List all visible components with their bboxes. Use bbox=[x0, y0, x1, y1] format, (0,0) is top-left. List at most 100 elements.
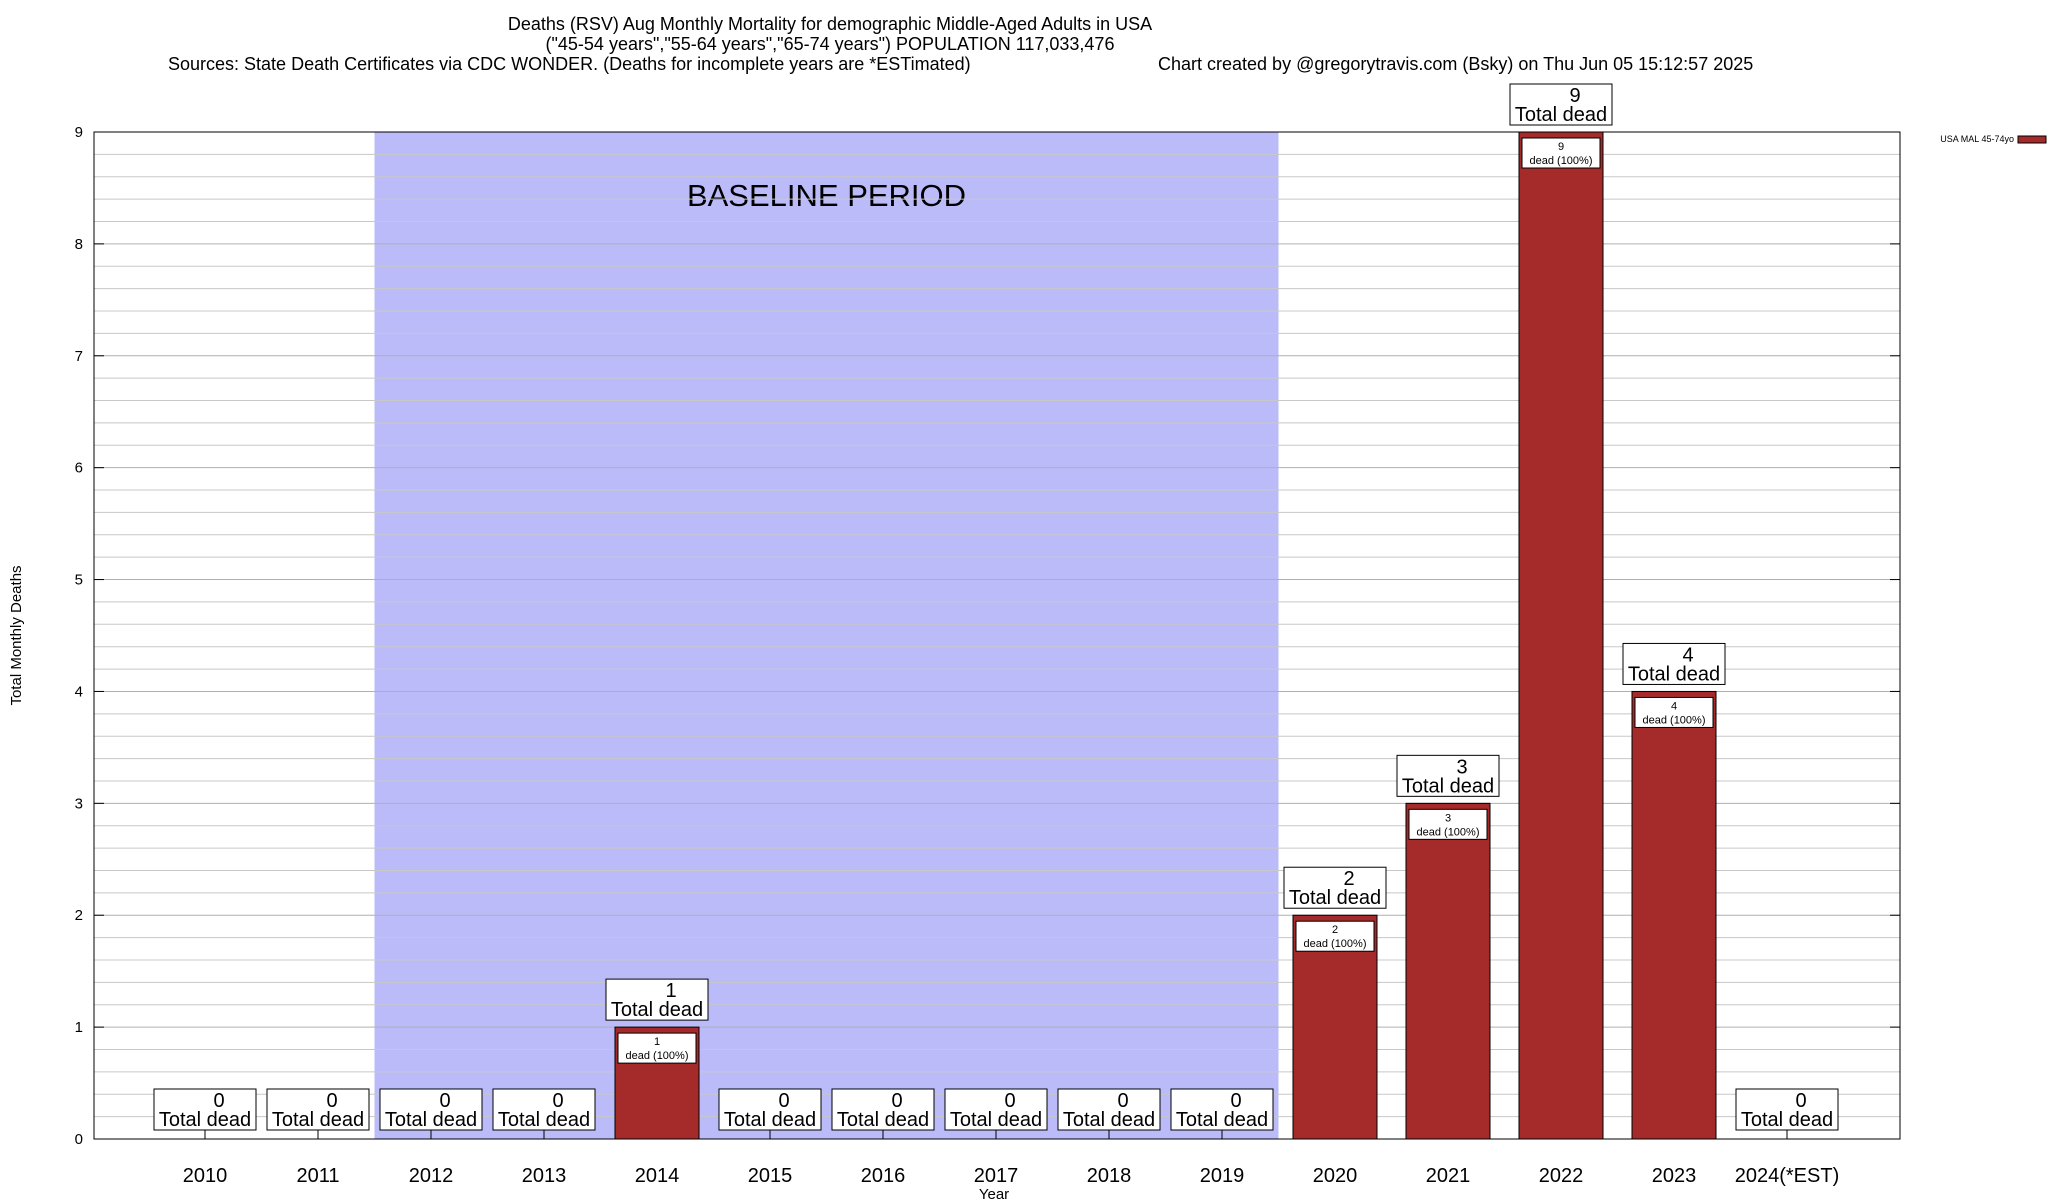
baseline-period-label: BASELINE PERIOD bbox=[687, 178, 966, 213]
bar-inner-value: 9 bbox=[1558, 141, 1564, 153]
bar-inner-label: dead (100%) bbox=[1417, 826, 1480, 838]
y-tick-label: 3 bbox=[75, 795, 83, 812]
bar bbox=[1518, 131, 1604, 1140]
total-label-box bbox=[605, 978, 709, 1021]
total-label-box bbox=[1509, 83, 1613, 126]
total-label-text: Total dead bbox=[385, 1109, 477, 1131]
total-label-box bbox=[1735, 1088, 1839, 1131]
bar-inner-label: dead (100%) bbox=[1643, 714, 1706, 726]
bar bbox=[1405, 802, 1491, 1140]
total-label-value: 0 bbox=[1117, 1090, 1128, 1112]
total-label-value: 0 bbox=[552, 1090, 563, 1112]
plot-frame bbox=[93, 131, 1901, 1140]
bar-inner-label-box bbox=[617, 1032, 697, 1064]
total-label-text: Total dead bbox=[159, 1109, 251, 1131]
bar-inner-value: 2 bbox=[1332, 924, 1338, 936]
x-tick-label: 2012 bbox=[409, 1165, 454, 1187]
x-tick-label: 2017 bbox=[974, 1165, 1019, 1187]
x-axis-label: Year bbox=[979, 1186, 1009, 1200]
baseline-period-region bbox=[374, 132, 1279, 1139]
x-tick-label: 2014 bbox=[635, 1165, 680, 1187]
y-tick-label: 6 bbox=[75, 460, 83, 477]
total-label-value: 0 bbox=[213, 1090, 224, 1112]
total-label-text: Total dead bbox=[1628, 663, 1720, 685]
chart-credit: Chart created by @gregorytravis.com (Bsk… bbox=[1158, 54, 1754, 74]
total-label-value: 3 bbox=[1456, 756, 1467, 778]
total-label-value: 0 bbox=[1230, 1090, 1241, 1112]
total-label-box bbox=[266, 1088, 370, 1131]
total-label-text: Total dead bbox=[724, 1109, 816, 1131]
bar-inner-label: dead (100%) bbox=[1530, 155, 1593, 167]
y-tick-label: 8 bbox=[75, 236, 83, 253]
total-label-text: Total dead bbox=[1515, 104, 1607, 126]
y-tick-label: 9 bbox=[75, 124, 83, 141]
x-tick-label: 2018 bbox=[1087, 1165, 1132, 1187]
chart-subtitle: ("45-54 years","55-64 years","65-74 year… bbox=[545, 34, 1115, 54]
total-label-value: 2 bbox=[1343, 868, 1354, 890]
x-tick-label: 2022 bbox=[1539, 1165, 1584, 1187]
bar-inner-value: 4 bbox=[1671, 700, 1677, 712]
y-tick-label: 2 bbox=[75, 907, 83, 924]
legend-swatch bbox=[2017, 135, 2047, 144]
total-label-value: 0 bbox=[778, 1090, 789, 1112]
total-label-text: Total dead bbox=[950, 1109, 1042, 1131]
total-label-value: 1 bbox=[665, 980, 676, 1002]
bar-inner-label-box bbox=[1634, 696, 1714, 728]
total-label-value: 0 bbox=[1004, 1090, 1015, 1112]
total-label-text: Total dead bbox=[1176, 1109, 1268, 1131]
chart-sources: Sources: State Death Certificates via CD… bbox=[168, 54, 971, 74]
total-label-value: 0 bbox=[891, 1090, 902, 1112]
total-label-box bbox=[944, 1088, 1048, 1131]
bar-inner-label: dead (100%) bbox=[1304, 938, 1367, 950]
total-label-text: Total dead bbox=[837, 1109, 929, 1131]
total-label-box bbox=[379, 1088, 483, 1131]
total-label-box bbox=[153, 1088, 257, 1131]
total-label-value: 9 bbox=[1569, 85, 1580, 107]
bar-inner-label: dead (100%) bbox=[626, 1050, 689, 1062]
x-tick-label: 2011 bbox=[296, 1165, 339, 1187]
y-tick-label: 0 bbox=[75, 1131, 83, 1148]
bar-inner-label-box bbox=[1521, 137, 1601, 169]
total-label-value: 0 bbox=[439, 1090, 450, 1112]
x-tick-label: 2019 bbox=[1200, 1165, 1245, 1187]
total-label-text: Total dead bbox=[1402, 775, 1494, 797]
total-label-box bbox=[718, 1088, 822, 1131]
y-axis-label: Total Monthly Deaths bbox=[8, 565, 25, 705]
total-label-text: Total dead bbox=[1741, 1109, 1833, 1131]
total-label-box bbox=[492, 1088, 596, 1131]
bar-inner-value: 3 bbox=[1445, 812, 1451, 824]
bar-inner-label-box bbox=[1408, 808, 1488, 840]
x-tick-label: 2020 bbox=[1313, 1165, 1358, 1187]
legend-label: USA MAL 45-74yo bbox=[1940, 134, 2014, 144]
y-tick-label: 4 bbox=[75, 683, 83, 700]
x-tick-label: 2023 bbox=[1652, 1165, 1697, 1187]
chart-title: Deaths (RSV) Aug Monthly Mortality for d… bbox=[507, 14, 1153, 34]
bar-inner-label-box bbox=[1295, 920, 1375, 952]
total-label-box bbox=[1057, 1088, 1161, 1131]
x-tick-label: 2024(*EST) bbox=[1735, 1165, 1840, 1187]
total-label-box bbox=[1622, 642, 1726, 685]
y-tick-label: 7 bbox=[75, 348, 83, 365]
total-label-text: Total dead bbox=[1063, 1109, 1155, 1131]
total-label-box bbox=[1396, 754, 1500, 797]
bar bbox=[1292, 914, 1378, 1140]
y-tick-label: 5 bbox=[75, 572, 83, 589]
total-label-value: 4 bbox=[1682, 644, 1693, 666]
total-label-text: Total dead bbox=[272, 1109, 364, 1131]
total-label-value: 0 bbox=[326, 1090, 337, 1112]
total-label-text: Total dead bbox=[1289, 887, 1381, 909]
x-tick-label: 2015 bbox=[748, 1165, 793, 1187]
total-label-text: Total dead bbox=[611, 999, 703, 1021]
x-tick-label: 2010 bbox=[183, 1165, 228, 1187]
y-tick-label: 1 bbox=[75, 1019, 83, 1036]
total-label-text: Total dead bbox=[498, 1109, 590, 1131]
bar-inner-value: 1 bbox=[654, 1036, 660, 1048]
total-label-box bbox=[1283, 866, 1387, 909]
total-label-box bbox=[831, 1088, 935, 1131]
bar bbox=[1631, 690, 1717, 1140]
total-label-value: 0 bbox=[1795, 1090, 1806, 1112]
total-label-box bbox=[1170, 1088, 1274, 1131]
x-tick-label: 2016 bbox=[861, 1165, 906, 1187]
x-tick-label: 2013 bbox=[522, 1165, 567, 1187]
